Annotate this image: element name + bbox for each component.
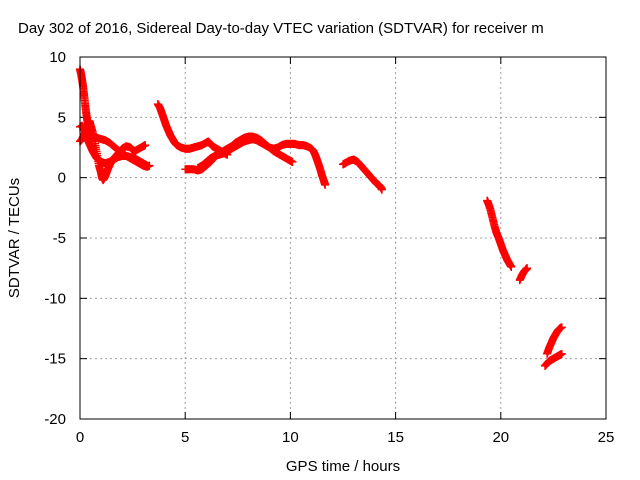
x-axis-label: GPS time / hours xyxy=(286,458,400,475)
data-point xyxy=(557,349,566,358)
data-point xyxy=(141,141,150,150)
y-tick-label: -10 xyxy=(44,290,66,307)
data-point xyxy=(321,180,330,189)
y-tick-label: -20 xyxy=(44,411,66,428)
data-points xyxy=(76,65,566,370)
y-tick-label: 0 xyxy=(58,170,66,187)
data-point xyxy=(523,264,532,273)
x-tick-label: 20 xyxy=(492,429,509,446)
y-axis-label: SDTVAR / TECUs xyxy=(6,178,23,298)
x-tick-label: 0 xyxy=(76,429,84,446)
y-tick-label: -15 xyxy=(44,351,66,368)
data-point xyxy=(507,262,516,271)
plot-frame xyxy=(79,56,607,420)
data-point xyxy=(288,157,297,166)
x-tick-label: 25 xyxy=(598,429,615,446)
tick-labels: 0 5 10 15 20 25 -20 -15 -10 -5 0 5 10 xyxy=(44,49,614,446)
data-point xyxy=(377,185,386,194)
x-tick-label: 15 xyxy=(387,429,404,446)
y-tick-label: -5 xyxy=(53,230,66,247)
x-tick-label: 10 xyxy=(282,429,299,446)
x-tick-label: 5 xyxy=(181,429,189,446)
data-point xyxy=(557,323,566,332)
y-tick-label: 5 xyxy=(58,109,66,126)
chart-title: Day 302 of 2016, Sidereal Day-to-day VTE… xyxy=(18,20,544,37)
y-tick-label: 10 xyxy=(49,49,66,66)
data-point xyxy=(143,161,152,170)
